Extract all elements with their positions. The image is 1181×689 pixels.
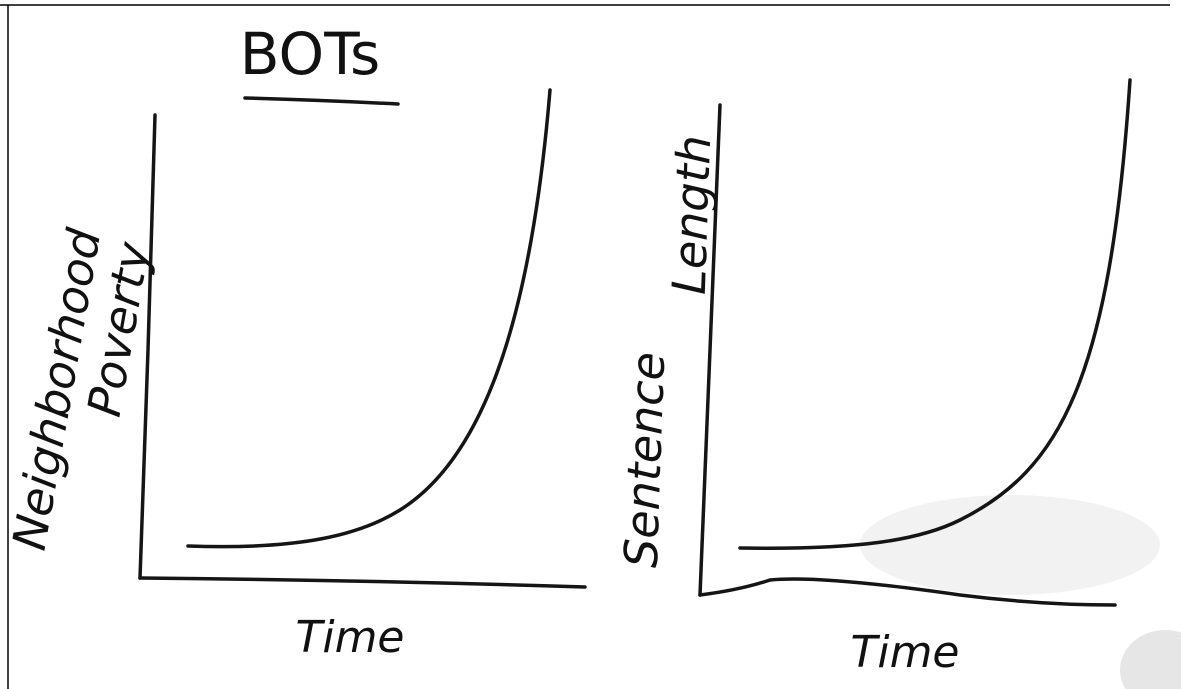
x-axis — [138, 576, 587, 589]
smudge — [860, 495, 1160, 595]
y-label: Sentence — [614, 351, 675, 569]
y-axis — [698, 103, 722, 597]
x-label: Time — [850, 627, 959, 678]
title: BOTs — [240, 20, 380, 88]
y-axis — [138, 113, 157, 580]
y-label: Length — [662, 134, 722, 295]
curve — [738, 78, 1132, 550]
curve — [186, 88, 552, 549]
title-underline — [243, 96, 400, 106]
smudge — [1120, 630, 1181, 689]
x-label: Time — [295, 612, 404, 663]
x-axis — [698, 577, 1117, 607]
